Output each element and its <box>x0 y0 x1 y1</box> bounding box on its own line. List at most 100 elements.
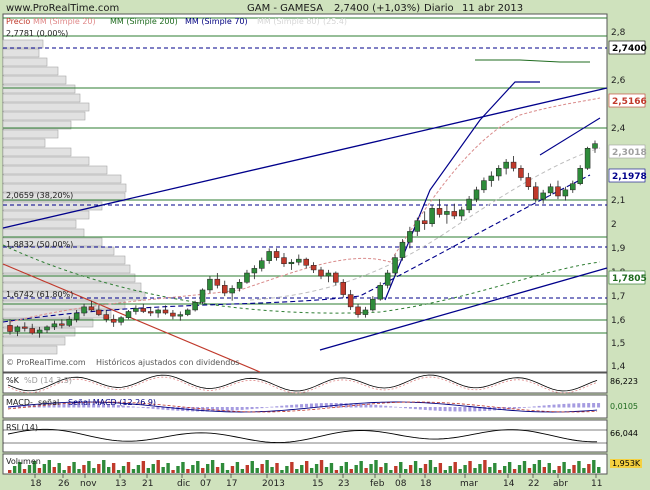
macd-histogram-bar <box>364 404 368 408</box>
volume-profile-bar <box>2 147 72 157</box>
x-tick-label: 14 <box>503 479 515 489</box>
macd-histogram-bar <box>57 403 61 408</box>
volume-bar <box>62 470 66 473</box>
macd-histogram-bar <box>300 404 304 408</box>
x-tick-label: feb <box>370 479 385 489</box>
stoch-d-line <box>7 376 598 394</box>
candle-body <box>192 302 198 311</box>
fib-label-0: 2,7781 (0,00%) <box>6 29 69 38</box>
price-badge-label: 1,7805 <box>612 274 647 284</box>
volume-profile-bar <box>2 48 40 58</box>
volume-bar <box>478 464 482 473</box>
macd-histogram-bar <box>369 404 373 408</box>
macd-histogram-bar <box>220 407 224 412</box>
macd-histogram-bar <box>107 404 110 408</box>
volume-bar <box>235 462 240 473</box>
candle-body <box>14 326 21 332</box>
candle-body <box>199 289 206 303</box>
y-tick-label: 1,5 <box>611 339 625 349</box>
volume-bar <box>423 464 428 473</box>
macd-histogram-bar <box>82 403 86 408</box>
volume-bar <box>22 469 27 473</box>
macd-histogram-bar <box>359 403 363 408</box>
volume-bar <box>433 467 438 473</box>
macd-histogram-bar <box>22 405 26 408</box>
candle-body <box>458 209 465 217</box>
candle-body <box>170 312 176 317</box>
stoch-sub: %D (14.3.3) <box>24 376 72 385</box>
downtrend-line <box>2 263 261 373</box>
volume-bar <box>72 462 76 473</box>
volume-bar <box>507 462 512 473</box>
macd-line <box>7 401 598 413</box>
volume-profile-bar <box>2 156 90 166</box>
legend-extra: (25.4) <box>323 17 348 26</box>
volume-bar <box>166 463 170 473</box>
site-url: www.ProRealTime.com <box>6 3 120 14</box>
candle-body <box>570 183 576 191</box>
volume-bar <box>418 468 423 473</box>
volume-profile-bar <box>2 84 76 94</box>
macd-histogram-bar <box>191 407 195 412</box>
candle-body <box>407 231 413 243</box>
volume-bar <box>359 461 363 473</box>
volume-bar <box>107 467 111 473</box>
volume-bar <box>201 468 205 473</box>
volume-bar <box>77 469 81 473</box>
volume-bar <box>468 461 472 473</box>
volume-bar <box>186 469 190 473</box>
fib-label-618: 1,6742 (61,80%) <box>6 290 74 299</box>
candle-body <box>207 278 213 291</box>
volume-bar <box>394 466 398 473</box>
x-tick-label: nov <box>80 479 97 489</box>
macd-histogram-bar <box>156 407 160 410</box>
volume-bar <box>206 464 210 473</box>
candle-body <box>592 143 598 149</box>
macd-histogram-bar <box>408 407 412 409</box>
candle-body <box>577 168 583 184</box>
macd-histogram-bar <box>210 407 214 412</box>
volume-profile-bar <box>2 57 48 67</box>
volume-bar <box>146 468 150 473</box>
price-badge <box>608 168 646 183</box>
candle-body <box>466 198 472 211</box>
candle-body <box>281 257 287 265</box>
volume-bar <box>314 464 319 473</box>
volume-bar <box>572 465 576 473</box>
y-tick-label: 2,1 <box>611 196 625 206</box>
macd-histogram-bar <box>314 403 318 408</box>
volume-profile-bar <box>2 237 103 247</box>
macd-histogram-bar <box>245 407 249 410</box>
candle-body <box>147 311 154 314</box>
candle-body <box>377 285 384 300</box>
volume-profile-bar <box>2 111 86 121</box>
volume-profile-bar <box>2 138 46 148</box>
candle-body <box>510 161 517 169</box>
volume-profile-bar <box>2 120 72 130</box>
candle-body <box>399 241 406 258</box>
volume-profile-bar <box>2 336 66 346</box>
volume-bar <box>503 466 507 473</box>
volume-bar <box>42 464 47 473</box>
volume-bar <box>557 466 561 473</box>
candle-body <box>59 323 65 326</box>
volume-bar <box>567 469 571 473</box>
macd-histogram-bar <box>517 407 521 409</box>
macd-histogram-bar <box>295 404 299 408</box>
volume-bar <box>364 468 368 473</box>
macd-histogram-bar <box>567 403 571 408</box>
candle-body <box>421 220 428 224</box>
macd-histogram-bar <box>468 407 472 412</box>
volume-bar <box>592 460 596 473</box>
stoch-value: 86,223 <box>610 377 638 386</box>
macd-histogram-bar <box>161 407 165 410</box>
volume-bar <box>280 470 284 473</box>
candle-body <box>340 281 346 295</box>
macd-histogram-bar <box>131 406 135 408</box>
volume-bar <box>522 461 527 473</box>
macd-histogram-bar <box>379 405 383 408</box>
candle-body <box>318 269 324 277</box>
x-tick-label: 15 <box>312 479 323 489</box>
candle-body <box>555 186 561 197</box>
